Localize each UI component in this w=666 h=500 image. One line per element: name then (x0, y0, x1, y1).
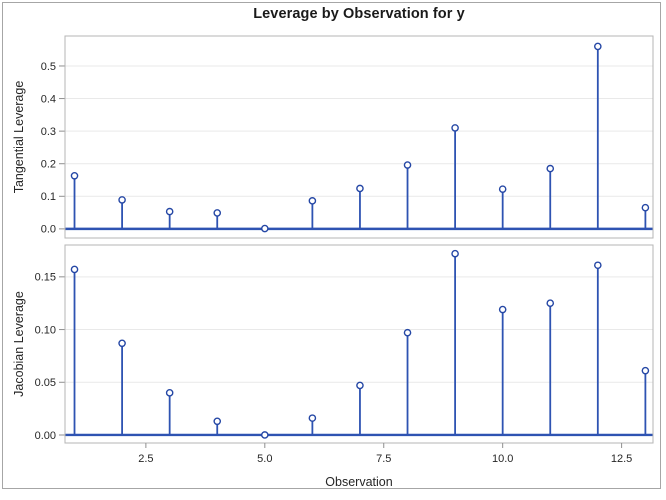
y-tick-label: 0.3 (41, 126, 56, 138)
marker (213, 209, 222, 217)
chart-title: Leverage by Observation for y (253, 6, 465, 22)
y-tick-label: 0.1 (41, 191, 56, 203)
marker (165, 207, 174, 216)
panel-border (64, 35, 654, 239)
panel-background (65, 245, 653, 443)
marker (546, 299, 555, 307)
x-tick-label: 2.5 (138, 453, 153, 465)
marker (308, 414, 317, 422)
y-tick-label: 0.05 (35, 377, 56, 389)
marker (403, 161, 412, 169)
y-tick-label: 0.00 (35, 430, 56, 442)
marker (594, 261, 602, 270)
x-tick-label: 5.0 (257, 453, 272, 465)
marker (70, 265, 79, 274)
marker (641, 366, 650, 375)
marker (498, 185, 507, 193)
marker (594, 42, 602, 51)
marker (261, 431, 269, 439)
y-tick-label: 0.2 (41, 159, 56, 171)
panel-background (65, 36, 653, 238)
y-tick-label: 0.5 (41, 61, 56, 73)
marker (118, 339, 126, 348)
marker (118, 196, 126, 204)
marker (546, 164, 555, 173)
y-tick-label: 0.0 (41, 224, 56, 236)
x-axis-label: Observation (325, 475, 393, 489)
marker (356, 381, 364, 390)
marker (308, 197, 317, 205)
x-tick-label: 7.5 (376, 453, 391, 465)
x-tick-label: 10.0 (492, 453, 513, 465)
marker (641, 203, 650, 212)
y-tick-label: 0.15 (35, 272, 56, 284)
marker (403, 328, 412, 337)
marker (70, 171, 79, 180)
marker (356, 184, 364, 193)
x-tick-label: 12.5 (611, 453, 632, 465)
y-tick-label: 0.10 (35, 324, 56, 336)
panel-border (64, 244, 654, 444)
marker (451, 124, 459, 132)
marker (498, 305, 507, 314)
marker (165, 389, 174, 397)
marker (261, 224, 269, 233)
y-tick-label: 0.4 (41, 93, 56, 105)
marker (213, 417, 222, 426)
marker (451, 249, 459, 258)
